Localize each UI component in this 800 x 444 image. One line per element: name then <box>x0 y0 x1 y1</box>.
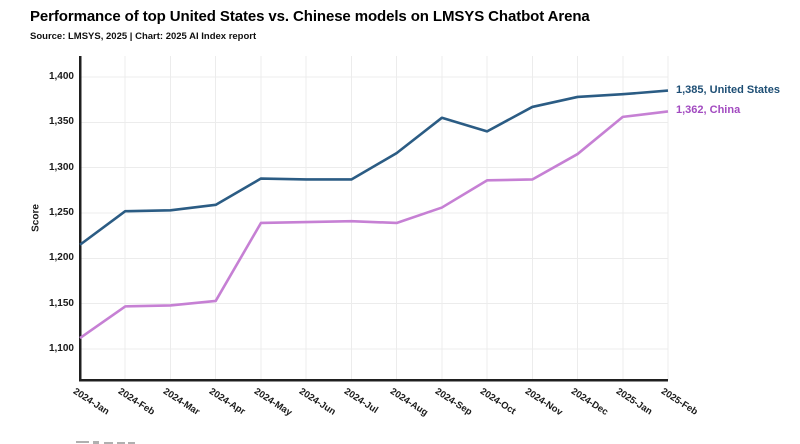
y-tick-label: 1,400 <box>48 71 74 82</box>
series-end-label-china: 1,362, China <box>676 104 741 117</box>
y-tick-label: 1,200 <box>48 252 74 264</box>
y-tick-label: 1,100 <box>48 343 74 354</box>
series-line-united-states <box>79 89 669 246</box>
chart-subtitle: Source: LMSYS, 2025 | Chart: 2025 AI Ind… <box>30 31 257 42</box>
y-tick-label: 1,350 <box>48 116 74 128</box>
chart-title: Performance of top United States vs. Chi… <box>30 8 590 25</box>
y-tick-label: 1,300 <box>48 161 74 173</box>
y-tick-label: 1,150 <box>48 297 74 309</box>
y-tick-label: 1,250 <box>48 207 74 218</box>
series-end-label-united-states: 1,385, United States <box>676 83 780 96</box>
series-line-china <box>79 110 669 340</box>
